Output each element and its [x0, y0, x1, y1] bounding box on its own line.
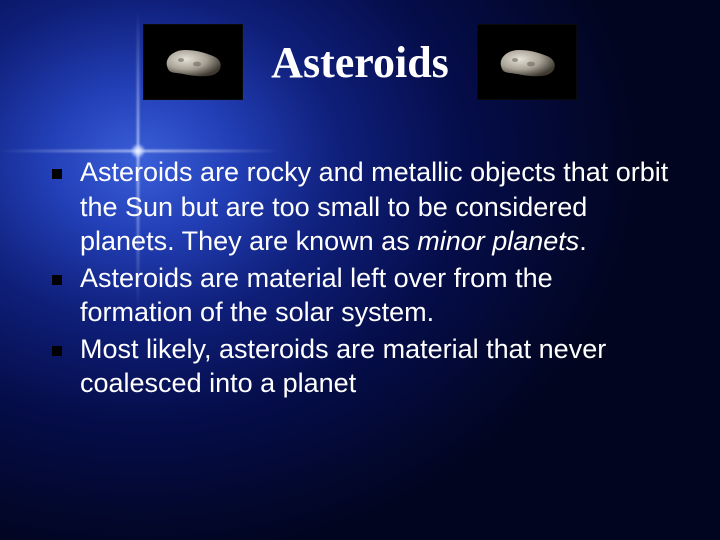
- slide-title: Asteroids: [271, 37, 449, 88]
- asteroid-thumb-right: [477, 24, 577, 100]
- bullet-text: Asteroids are material left over from th…: [80, 261, 672, 330]
- asteroid-icon: [157, 40, 229, 84]
- bullet-marker-icon: [52, 346, 62, 356]
- bullet-text-segment: Asteroids are material left over from th…: [80, 263, 553, 328]
- bullet-item: Most likely, asteroids are material that…: [52, 332, 672, 401]
- asteroid-icon: [491, 40, 563, 84]
- bullet-text-italic: minor planets: [417, 226, 579, 256]
- bullet-text: Asteroids are rocky and metallic objects…: [80, 155, 672, 259]
- bullet-item: Asteroids are rocky and metallic objects…: [52, 155, 672, 259]
- bullet-text-segment: Most likely, asteroids are material that…: [80, 334, 606, 399]
- asteroid-thumb-left: [143, 24, 243, 100]
- bullet-text: Most likely, asteroids are material that…: [80, 332, 672, 401]
- bullet-text-segment: .: [579, 226, 587, 256]
- slide-body: Asteroids are rocky and metallic objects…: [52, 155, 672, 403]
- bullet-marker-icon: [52, 275, 62, 285]
- bullet-marker-icon: [52, 169, 62, 179]
- bullet-item: Asteroids are material left over from th…: [52, 261, 672, 330]
- title-row: Asteroids: [0, 24, 720, 100]
